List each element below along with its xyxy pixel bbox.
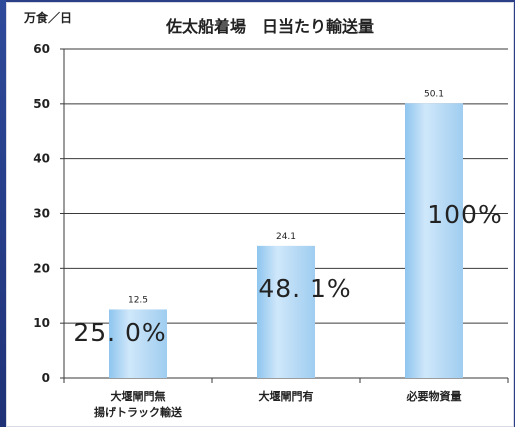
data-label-2: 50.1 bbox=[424, 89, 444, 99]
bar-2 bbox=[405, 103, 463, 378]
percent-label-0: 25. 0% bbox=[73, 318, 166, 347]
chart-title: 佐太船着場 日当たり輸送量 bbox=[165, 17, 374, 36]
category-label-2: 必要物資量 bbox=[406, 389, 462, 403]
slide-left-edge bbox=[0, 0, 6, 427]
y-unit-label: 万食／日 bbox=[23, 10, 72, 25]
y-tick-label-50: 50 bbox=[33, 97, 50, 111]
data-label-0: 12.5 bbox=[128, 295, 148, 305]
bar-1 bbox=[257, 245, 315, 378]
data-label-1: 24.1 bbox=[276, 232, 296, 242]
y-tick-label-0: 0 bbox=[42, 371, 50, 385]
percent-label-1: 48. 1% bbox=[258, 274, 351, 303]
bar-0 bbox=[109, 309, 167, 378]
y-tick-label-10: 10 bbox=[33, 316, 50, 330]
y-tick-label-60: 60 bbox=[33, 42, 50, 56]
category-label-1: 大堰閘門有 bbox=[259, 389, 314, 403]
y-tick-label-30: 30 bbox=[33, 207, 50, 221]
category-label-0-0: 大堰閘門無 bbox=[111, 389, 166, 403]
y-tick-label-40: 40 bbox=[33, 152, 50, 166]
y-tick-label-20: 20 bbox=[33, 261, 50, 275]
percent-label-2: 100% bbox=[427, 200, 502, 229]
category-label-0-1: 揚げトラック輸送 bbox=[94, 405, 183, 419]
